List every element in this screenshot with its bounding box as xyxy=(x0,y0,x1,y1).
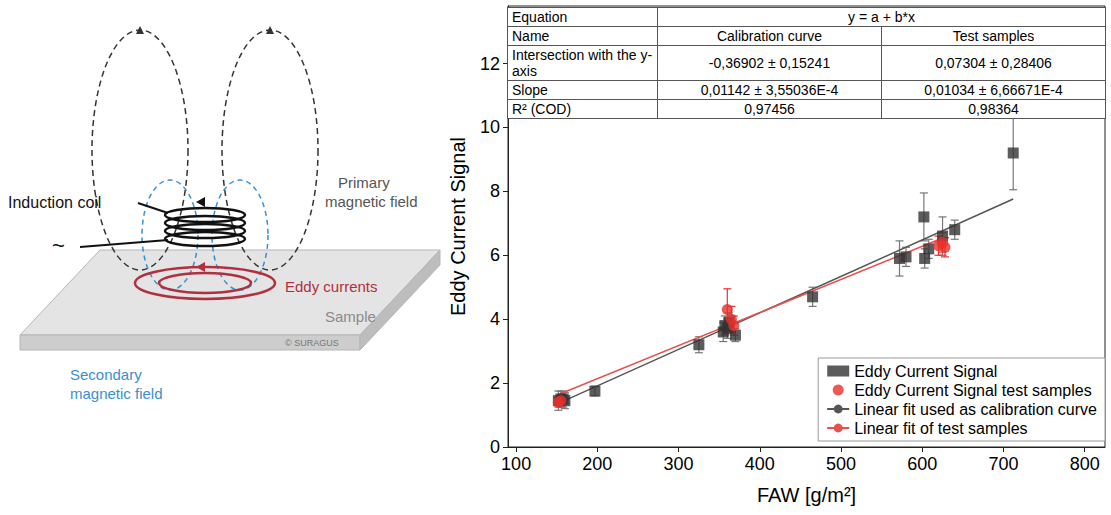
html-text:Slope: Slope xyxy=(512,82,548,98)
html-text:y = a + b*x: y = a + b*x xyxy=(848,9,915,25)
svg-text:© SURAGUS: © SURAGUS xyxy=(285,338,339,348)
svg-text:Eddy Current Signal: Eddy Current Signal xyxy=(447,137,469,316)
svg-text:8: 8 xyxy=(490,181,500,201)
svg-text:100: 100 xyxy=(501,454,531,474)
svg-text:Sample: Sample xyxy=(325,308,376,325)
html-text:Name: Name xyxy=(512,28,550,44)
svg-text:Induction coil: Induction coil xyxy=(8,194,101,211)
svg-text:6: 6 xyxy=(490,245,500,265)
svg-text:0: 0 xyxy=(490,437,500,457)
svg-text:Eddy Current Signal test sampl: Eddy Current Signal test samples xyxy=(854,382,1091,399)
svg-text:magnetic field: magnetic field xyxy=(325,193,418,210)
svg-text:600: 600 xyxy=(907,454,937,474)
svg-text:12: 12 xyxy=(480,54,500,74)
html-text:-0,36902 ± 0,15241: -0,36902 ± 0,15241 xyxy=(708,55,831,71)
svg-text:10: 10 xyxy=(480,117,500,137)
html-text:R² (COD): R² (COD) xyxy=(512,101,572,117)
html-text:Equation: Equation xyxy=(512,9,568,25)
svg-text:Secondary: Secondary xyxy=(70,366,142,383)
svg-text:700: 700 xyxy=(988,454,1018,474)
html-text:0,07304 ± 0,28406: 0,07304 ± 0,28406 xyxy=(935,55,1052,71)
html-text:0,01034 ± 6,66671E-4: 0,01034 ± 6,66671E-4 xyxy=(924,82,1063,98)
svg-text:400: 400 xyxy=(745,454,775,474)
svg-text:500: 500 xyxy=(826,454,856,474)
svg-text:FAW [g/m²]: FAW [g/m²] xyxy=(757,484,856,506)
html-text:Test samples: Test samples xyxy=(952,28,1035,44)
svg-text:magnetic field: magnetic field xyxy=(70,385,163,402)
svg-text:Linear fit used as calibration: Linear fit used as calibration curve xyxy=(854,401,1097,418)
svg-text:2: 2 xyxy=(490,373,500,393)
svg-text:300: 300 xyxy=(664,454,694,474)
svg-text:800: 800 xyxy=(1070,454,1100,474)
html-text:0,98364: 0,98364 xyxy=(968,101,1019,117)
html-text:0,97456: 0,97456 xyxy=(744,101,795,117)
svg-text:Linear fit of test samples: Linear fit of test samples xyxy=(854,420,1027,437)
svg-text:~: ~ xyxy=(52,233,65,258)
svg-text:Eddy currents: Eddy currents xyxy=(285,278,378,295)
html-text:0,01142 ± 3,55036E-4: 0,01142 ± 3,55036E-4 xyxy=(700,82,839,98)
html-text:Intersection with the y-axis: Intersection with the y-axis xyxy=(512,47,653,79)
svg-text:Primary: Primary xyxy=(338,174,390,191)
svg-text:200: 200 xyxy=(582,454,612,474)
svg-text:4: 4 xyxy=(490,309,500,329)
svg-text:Eddy Current Signal: Eddy Current Signal xyxy=(854,363,997,380)
html-text:Calibration curve: Calibration curve xyxy=(717,28,822,44)
